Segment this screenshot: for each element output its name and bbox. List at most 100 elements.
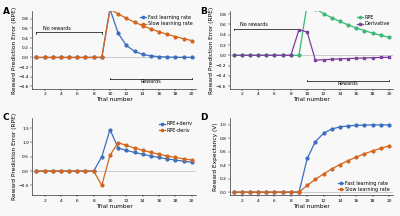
Slow learning rate (370, 150, 375, 152)
Fast learning rate (100, 56, 104, 59)
Slow learning rate (132, 21, 137, 24)
X-axis label: Trial number: Trial number (293, 204, 330, 209)
Fast learning rate (248, 191, 252, 193)
RPE (321, 12, 326, 15)
Legend: RPE+deriv, RPE-deriv: RPE+deriv, RPE-deriv (158, 121, 194, 134)
RPE-deriv (124, 144, 129, 147)
Fast learning rate (67, 56, 72, 59)
Line: RPE+deriv: RPE+deriv (35, 128, 193, 173)
RPE (256, 54, 260, 57)
Fast learning rate (329, 128, 334, 130)
Fast learning rate (132, 50, 137, 53)
Line: Slow learning rate: Slow learning rate (35, 8, 193, 59)
Fast learning rate (386, 124, 391, 126)
Line: Fast learning rate: Fast learning rate (232, 124, 390, 194)
RPE (338, 20, 342, 23)
RPE-deriv (75, 170, 80, 172)
RPE (362, 29, 367, 32)
Slow learning rate (354, 156, 359, 158)
Text: B: B (200, 7, 207, 16)
RPE+deriv (34, 170, 39, 172)
Derivative (297, 28, 302, 31)
Fast learning rate (378, 124, 383, 126)
Fast learning rate (116, 32, 120, 35)
Slow learning rate (50, 56, 55, 59)
Fast learning rate (140, 53, 145, 56)
RPE (239, 54, 244, 57)
RPE (272, 54, 277, 57)
Slow learning rate (280, 191, 285, 193)
RPE+deriv (116, 147, 120, 149)
Slow learning rate (386, 145, 391, 147)
Slow learning rate (378, 147, 383, 149)
RPE-deriv (173, 156, 178, 159)
Slow learning rate (165, 33, 170, 36)
RPE-deriv (148, 151, 153, 154)
Legend: RPE, Derivative: RPE, Derivative (356, 14, 391, 27)
Fast learning rate (354, 124, 359, 127)
RPE+deriv (75, 170, 80, 172)
Slow learning rate (75, 56, 80, 59)
Slow learning rate (189, 39, 194, 42)
RPE (354, 27, 359, 29)
Line: Slow learning rate: Slow learning rate (232, 145, 390, 194)
RPE+deriv (91, 170, 96, 172)
Y-axis label: Reward Prediction Error (RPE): Reward Prediction Error (RPE) (210, 6, 214, 94)
Fast learning rate (297, 191, 302, 193)
RPE (297, 54, 302, 57)
Slow learning rate (181, 37, 186, 40)
Slow learning rate (321, 173, 326, 175)
Slow learning rate (91, 56, 96, 59)
Y-axis label: Reward Prediction Error (RPE): Reward Prediction Error (RPE) (12, 6, 17, 94)
Slow learning rate (329, 168, 334, 170)
Fast learning rate (148, 55, 153, 57)
Fast learning rate (231, 191, 236, 193)
Derivative (386, 56, 391, 59)
RPE-deriv (157, 153, 162, 156)
RPE (231, 54, 236, 57)
Fast learning rate (75, 56, 80, 59)
Slow learning rate (346, 159, 350, 162)
Legend: Fast learning rate, Slow learning rate: Fast learning rate, Slow learning rate (140, 14, 194, 27)
RPE-deriv (165, 155, 170, 157)
RPE+deriv (42, 170, 47, 172)
Derivative (378, 56, 383, 59)
Derivative (362, 57, 367, 59)
X-axis label: Trial number: Trial number (293, 97, 330, 102)
Fast learning rate (321, 132, 326, 135)
Slow learning rate (362, 152, 367, 155)
Fast learning rate (313, 140, 318, 143)
Fast learning rate (239, 191, 244, 193)
RPE+deriv (132, 151, 137, 154)
Derivative (264, 54, 269, 57)
RPE-deriv (50, 170, 55, 172)
Text: A: A (3, 7, 10, 16)
Fast learning rate (346, 125, 350, 127)
Slow learning rate (83, 56, 88, 59)
Derivative (338, 58, 342, 60)
Derivative (354, 57, 359, 60)
Line: Fast learning rate: Fast learning rate (35, 8, 193, 59)
Fast learning rate (34, 56, 39, 59)
Fast learning rate (108, 8, 112, 10)
Line: RPE-deriv: RPE-deriv (35, 141, 193, 187)
RPE+deriv (165, 157, 170, 160)
Line: Derivative: Derivative (232, 28, 390, 62)
Slow learning rate (173, 35, 178, 38)
RPE+deriv (83, 170, 88, 172)
RPE+deriv (148, 155, 153, 157)
Slow learning rate (305, 184, 310, 187)
Derivative (305, 31, 310, 33)
RPE (305, 2, 310, 5)
Derivative (321, 59, 326, 61)
Slow learning rate (288, 191, 293, 193)
RPE-deriv (91, 170, 96, 172)
Slow learning rate (124, 17, 129, 19)
Derivative (239, 54, 244, 57)
RPE (288, 54, 293, 57)
Slow learning rate (231, 191, 236, 193)
RPE+deriv (58, 170, 63, 172)
Fast learning rate (280, 191, 285, 193)
RPE (370, 32, 375, 34)
Slow learning rate (100, 56, 104, 59)
